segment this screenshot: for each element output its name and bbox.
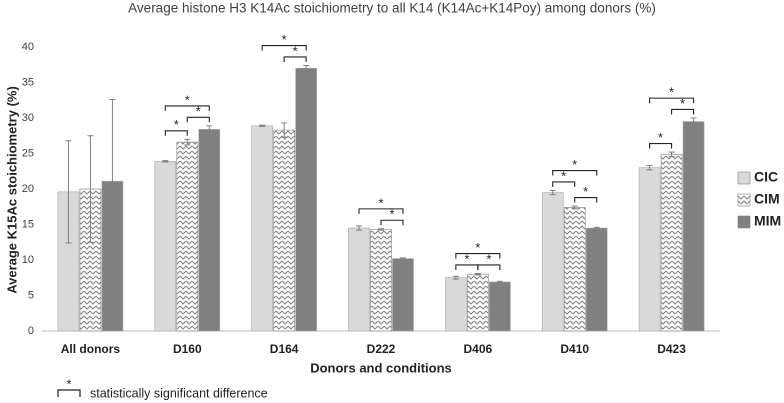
y-tick-label: 35 <box>22 76 34 88</box>
chart-title: Average histone H3 K14Ac stoichiometry t… <box>128 1 656 16</box>
significance-label: * <box>174 117 179 132</box>
significance-label: * <box>572 157 577 172</box>
y-tick-label: 20 <box>22 183 34 195</box>
significance-bracket <box>261 45 307 51</box>
y-tick-label: 0 <box>28 325 34 337</box>
bar <box>198 129 221 332</box>
significance-label: * <box>464 251 469 266</box>
significance-bracket <box>380 219 404 226</box>
significance-label: * <box>561 168 566 183</box>
legend-label: MIM <box>754 213 781 229</box>
y-tick-label: 30 <box>22 112 34 124</box>
bar <box>489 281 511 332</box>
bar <box>541 192 564 332</box>
significance-label: * <box>658 130 663 145</box>
y-tick-label: 15 <box>22 218 34 230</box>
footnote-bracket <box>57 389 81 397</box>
footnote-text: statistically significant difference <box>90 386 268 400</box>
x-tick-label: D160 <box>173 342 202 356</box>
significance-bracket <box>186 116 210 123</box>
legend-label: CIC <box>754 169 778 185</box>
x-tick-label: D406 <box>464 342 493 356</box>
y-tick-label: 5 <box>28 289 34 301</box>
x-tick-label: All donors <box>61 342 121 356</box>
bar <box>273 129 295 332</box>
significance-label: * <box>196 104 201 119</box>
significance-bracket <box>671 108 695 115</box>
y-tick-label: 25 <box>22 147 34 159</box>
significance-label: * <box>389 207 394 222</box>
legend-swatch <box>737 193 751 207</box>
x-tick-label: D423 <box>657 342 686 356</box>
bar <box>392 258 414 332</box>
bar <box>467 273 489 332</box>
significance-bracket <box>358 208 404 214</box>
significance-bracket <box>649 143 673 149</box>
legend-label: CIM <box>754 191 780 207</box>
x-tick-label: D222 <box>367 342 396 356</box>
bar <box>660 153 683 332</box>
significance-bracket <box>164 130 188 136</box>
significance-bracket <box>455 253 501 259</box>
bar <box>638 167 661 332</box>
significance-label: * <box>185 92 190 107</box>
legend-swatch <box>737 215 751 229</box>
legend-swatch <box>737 171 751 185</box>
bar <box>295 68 317 332</box>
significance-label: * <box>680 96 685 111</box>
y-axis-title: Average K15Ac stoichiometry (%) <box>4 86 19 294</box>
significance-label: * <box>378 195 383 210</box>
bar <box>445 277 467 332</box>
bar <box>682 121 705 332</box>
significance-label: * <box>293 43 298 58</box>
x-axis-title: Donors and conditions <box>310 360 452 375</box>
bar <box>176 141 199 332</box>
significance-label: * <box>486 251 491 266</box>
bar <box>563 207 586 332</box>
significance-bracket <box>649 97 695 104</box>
x-tick-label: D410 <box>560 342 589 356</box>
x-tick-label: D164 <box>270 342 299 356</box>
bar <box>370 229 392 332</box>
bar <box>251 125 273 332</box>
significance-bracket <box>477 264 501 270</box>
significance-bracket <box>164 105 210 111</box>
significance-bracket <box>552 181 576 187</box>
significance-bracket <box>574 196 598 203</box>
significance-bracket <box>552 169 598 176</box>
bar <box>348 227 370 332</box>
significance-bracket <box>283 56 307 62</box>
significance-label: * <box>669 85 674 100</box>
significance-label: * <box>583 184 588 199</box>
y-tick-label: 40 <box>22 41 34 53</box>
footnote-symbol: * <box>66 376 71 391</box>
significance-label: * <box>282 32 287 47</box>
significance-label: * <box>475 240 480 255</box>
bar <box>585 227 608 332</box>
bar <box>154 161 177 332</box>
y-tick-label: 10 <box>22 254 34 266</box>
